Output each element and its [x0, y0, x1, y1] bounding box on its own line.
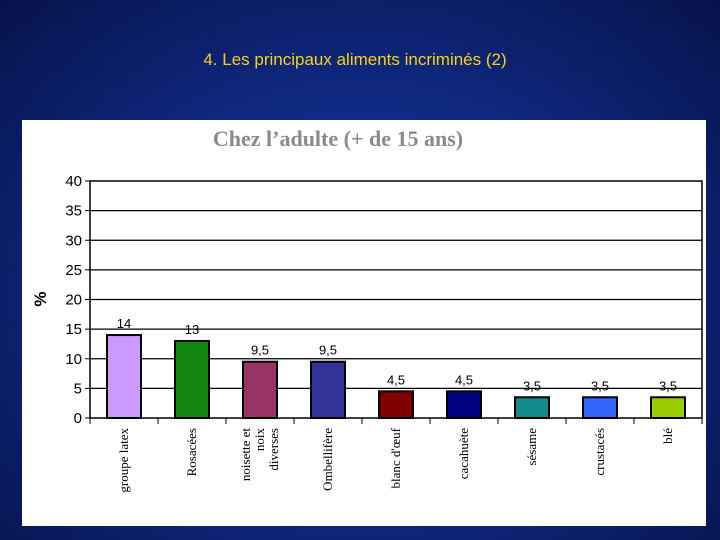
- data-label: 13: [185, 322, 199, 337]
- category-label: blé: [660, 428, 675, 444]
- bar: [310, 360, 346, 419]
- data-label: 3,5: [659, 378, 677, 393]
- category-label: blanc d'œuf: [388, 427, 403, 488]
- data-label: 9,5: [251, 343, 269, 358]
- chart-panel: Chez l’adulte (+ de 15 ans) % 14 13 9,5 9,5…: [22, 120, 706, 526]
- category-label: groupe latex: [116, 428, 131, 493]
- y-tick-label: 20: [65, 292, 82, 309]
- data-label: 4,5: [387, 372, 405, 387]
- y-tick-label: 40: [65, 173, 82, 190]
- y-tick-label: 5: [74, 380, 82, 397]
- data-label: 3,5: [523, 378, 541, 393]
- category-labels: groupe latex Rosacées noisette et noix diver…: [116, 427, 675, 492]
- data-labels: 14 13 9,5 9,5 4,5 4,5 3,5 3,5 3,5: [117, 316, 677, 393]
- category-label: Rosacées: [184, 428, 199, 476]
- category-label-line: diverses: [266, 428, 281, 471]
- y-tick-labels: 0 5 10 15 20 25 30 35 40: [65, 173, 82, 427]
- y-tick-label: 0: [74, 410, 82, 427]
- category-label: Ombellifère: [320, 428, 335, 491]
- category-label: cacahuète: [456, 428, 471, 479]
- data-label: 9,5: [319, 343, 337, 358]
- plot-frame: [89, 180, 703, 419]
- data-label: 3,5: [591, 378, 609, 393]
- y-tick-label: 10: [65, 351, 82, 368]
- category-label-line: groupe latex: [116, 428, 131, 493]
- bar: [514, 396, 550, 420]
- category-label: sésame: [524, 428, 539, 466]
- category-label-line: crustacés: [592, 428, 607, 476]
- bar: [106, 334, 142, 419]
- chart-title: Chez l’adulte (+ de 15 ans): [213, 126, 463, 151]
- category-label: crustacés: [592, 428, 607, 476]
- category-label-line: Rosacées: [184, 428, 199, 476]
- y-tick-label: 35: [65, 203, 82, 220]
- bar: [378, 390, 414, 419]
- bar: [650, 396, 686, 420]
- bar: [174, 339, 210, 420]
- category-label-line: Ombellifère: [320, 428, 335, 491]
- category-label-line: blé: [660, 428, 675, 444]
- bar: [242, 360, 278, 419]
- bar: [446, 390, 482, 419]
- y-tick-label: 30: [65, 232, 82, 249]
- category-label: noisette et noix diverses: [238, 428, 281, 482]
- category-label-line: cacahuète: [456, 428, 471, 479]
- category-label-line: noix: [252, 428, 267, 452]
- data-label: 4,5: [455, 372, 473, 387]
- slide-title: 4. Les principaux aliments incriminés (2…: [203, 50, 507, 69]
- data-label: 14: [117, 316, 131, 331]
- y-tick-label: 15: [65, 321, 82, 338]
- bar: [582, 396, 618, 420]
- bar-chart: Chez l’adulte (+ de 15 ans) % 14 13 9,5 9,5…: [31, 126, 703, 493]
- category-label-line: sésame: [524, 428, 539, 466]
- y-tick-label: 25: [65, 262, 82, 279]
- y-axis-label: %: [31, 291, 50, 306]
- category-label-line: noisette et: [238, 428, 253, 481]
- category-label-line: blanc d'œuf: [388, 427, 403, 488]
